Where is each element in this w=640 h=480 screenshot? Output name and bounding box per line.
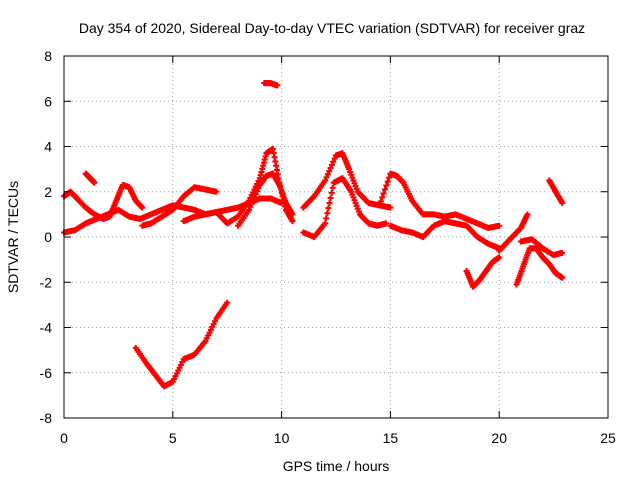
data-point (289, 218, 296, 225)
data-point (274, 82, 281, 89)
data-point (213, 188, 220, 195)
x-tick-label: 15 (383, 430, 399, 446)
data-point (255, 185, 262, 192)
data-point (324, 210, 331, 217)
data-point (252, 191, 259, 198)
series-track-g (235, 170, 296, 229)
axis-ticks: 0 5 10 15 20 25 -8 -6 -4 -2 0 2 4 6 8 (40, 48, 616, 446)
data-point (251, 194, 258, 201)
data-point (329, 184, 336, 191)
data-point (324, 171, 331, 178)
data-point (327, 194, 334, 201)
data-point (496, 222, 503, 229)
data-point (327, 164, 334, 171)
y-tick-label: -6 (40, 365, 53, 381)
data-point (383, 220, 390, 227)
data-point (323, 174, 330, 181)
series-track-e (132, 299, 231, 390)
data-point (326, 168, 333, 175)
x-tick-label: 25 (600, 430, 616, 446)
x-tick-label: 0 (60, 430, 68, 446)
data-point (380, 190, 387, 197)
x-tick-label: 10 (274, 430, 290, 446)
data-point (496, 254, 503, 261)
series-track-h (261, 80, 281, 89)
series-track-l (387, 218, 503, 252)
series-track-i (300, 150, 394, 211)
series-track-d (139, 184, 220, 229)
y-axis-label: SDTVAR / TECUs (5, 181, 21, 293)
data-point (386, 174, 393, 181)
data-point (325, 205, 332, 212)
data-point (524, 211, 531, 218)
data-point (326, 200, 333, 207)
series-track-o (513, 245, 566, 288)
data-point (323, 215, 330, 222)
y-tick-label: 2 (44, 184, 52, 200)
data-point (376, 202, 383, 209)
x-tick-label: 5 (169, 430, 177, 446)
x-tick-label: 20 (491, 430, 507, 446)
data-point (247, 203, 254, 210)
data-point (322, 177, 329, 184)
data-point (377, 198, 384, 205)
data-point (559, 274, 566, 281)
y-tick-label: -4 (40, 320, 53, 336)
data-point (381, 186, 388, 193)
series-track-n (496, 211, 531, 254)
series-track-c (82, 170, 98, 186)
data-point (387, 204, 394, 211)
data-point (328, 161, 335, 168)
data-point (383, 182, 390, 189)
data-point (91, 179, 98, 186)
data-point (139, 204, 146, 211)
data-point (289, 211, 296, 218)
data-point (322, 220, 329, 227)
y-tick-label: 6 (44, 93, 52, 109)
series-track-q (546, 177, 566, 207)
y-tick-label: 8 (44, 48, 52, 64)
data-point (254, 188, 261, 195)
grid (64, 56, 608, 418)
data-point (224, 299, 231, 306)
data-point (384, 178, 391, 185)
y-tick-label: 4 (44, 139, 52, 155)
data-point (331, 155, 338, 162)
chart-title: Day 354 of 2020, Sidereal Day-to-day VTE… (79, 20, 585, 36)
y-tick-label: 0 (44, 229, 52, 245)
series-track-m (463, 254, 503, 290)
series-track-p (517, 236, 566, 259)
data-point (250, 197, 257, 204)
y-tick-label: -8 (40, 410, 53, 426)
data-point (559, 249, 566, 256)
series-track-k (376, 170, 503, 231)
data-point (245, 206, 252, 213)
data-point (248, 200, 255, 207)
data-point (379, 194, 386, 201)
x-axis-label: GPS time / hours (283, 458, 390, 474)
series-track-b (61, 181, 146, 222)
y-tick-label: -2 (40, 274, 53, 290)
data-points (61, 80, 566, 390)
data-point (559, 200, 566, 207)
data-point (328, 189, 335, 196)
data-point (330, 158, 337, 165)
series-track-j (300, 175, 390, 240)
